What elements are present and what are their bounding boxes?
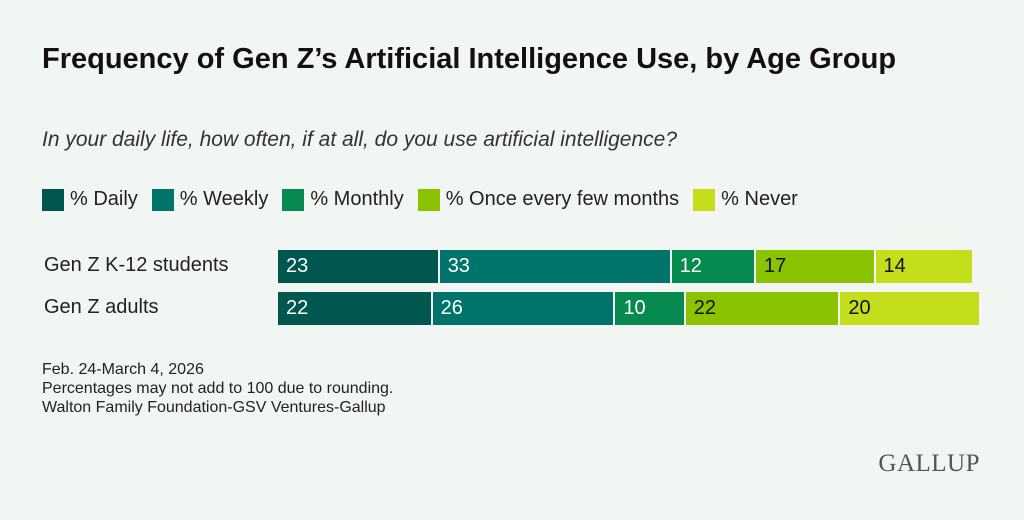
bar-segment: 10 [615,292,686,325]
bar-segment: 14 [875,250,974,283]
bar-segment: 33 [439,250,672,283]
legend-swatch [693,188,716,211]
bar-segment: 17 [756,250,876,283]
bar-segment: 22 [685,292,841,325]
bar-segment: 20 [840,292,981,325]
chart-title: Frequency of Gen Z’s Artificial Intellig… [42,43,897,75]
bar-segment: 12 [671,250,757,283]
legend-swatch [42,188,64,211]
legend: % Daily % Weekly % Monthly % Once every few… [42,188,798,211]
note-date: Feb. 24-March 4, 2026 [42,361,204,378]
legend-item: % Weekly [151,188,269,211]
bar-segment: 26 [432,292,616,325]
gallup-logo: GALLUP [878,450,980,477]
legend-item: % Never [693,188,798,211]
legend-label: % Daily [70,188,138,210]
legend-swatch [282,188,305,211]
legend-item: % Daily [42,188,138,211]
legend-label: % Never [721,188,798,210]
chart-subtitle: In your daily life, how often, if at all… [42,128,678,151]
note-rounding: Percentages may not add to 100 due to ro… [42,380,394,397]
bar-segment: 23 [278,250,440,283]
legend-swatch [417,188,440,211]
legend-item: % Once every few months [417,188,680,211]
notes: Feb. 24-March 4, 2026 Percentages may no… [42,360,393,417]
legend-swatch [151,188,174,211]
legend-label: % Weekly [179,188,269,210]
legend-label: % Monthly [310,188,404,210]
legend-label: % Once every few months [445,188,680,210]
legend-item: % Monthly [282,188,404,211]
category-label: Gen Z K-12 students [44,254,229,276]
note-source: Walton Family Foundation-GSV Ventures-Ga… [42,399,386,416]
bar-segment: 22 [278,292,433,325]
category-label: Gen Z adults [44,296,159,318]
